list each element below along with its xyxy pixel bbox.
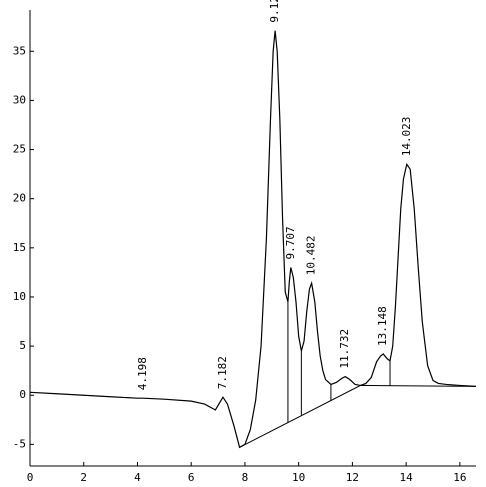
peak-label: 13.148 bbox=[376, 306, 389, 346]
peak-label: 7.182 bbox=[216, 356, 229, 389]
x-tick-label: 12 bbox=[346, 471, 359, 484]
y-tick-label: 0 bbox=[19, 388, 26, 401]
x-tick-label: 8 bbox=[242, 471, 249, 484]
peak-label: 4.198 bbox=[136, 357, 149, 390]
peak-label: 14.023 bbox=[400, 117, 413, 157]
trace bbox=[29, 30, 477, 449]
x-tick-label: 10 bbox=[292, 471, 305, 484]
x-tick-label: 14 bbox=[400, 471, 414, 484]
y-tick-label: 30 bbox=[13, 93, 26, 106]
peak-label: 10.482 bbox=[305, 235, 318, 275]
y-tick-label: 5 bbox=[19, 339, 26, 352]
baseline bbox=[239, 384, 477, 448]
x-tick-label: 0 bbox=[27, 471, 34, 484]
x-tick-label: 2 bbox=[80, 471, 87, 484]
x-tick-label: 16 bbox=[453, 471, 466, 484]
y-tick-label: 20 bbox=[13, 192, 26, 205]
peak-label: 11.732 bbox=[338, 329, 351, 369]
x-tick-label: 6 bbox=[188, 471, 195, 484]
y-tick-label: 15 bbox=[13, 241, 26, 254]
peak-label: 9.123 bbox=[268, 0, 281, 23]
y-tick-label: 35 bbox=[13, 44, 26, 57]
peak-label: 9.707 bbox=[284, 226, 297, 259]
y-tick-label: 10 bbox=[13, 290, 26, 303]
y-tick-label: 25 bbox=[13, 143, 26, 156]
y-tick-label: -5 bbox=[13, 437, 26, 450]
x-tick-label: 4 bbox=[134, 471, 141, 484]
